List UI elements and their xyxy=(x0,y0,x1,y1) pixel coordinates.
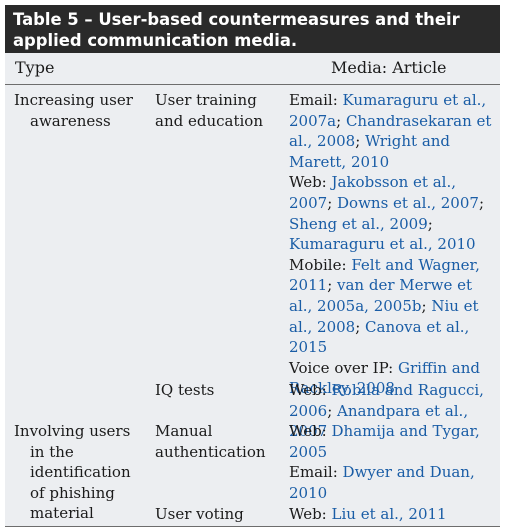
media-entry: Web: Liu et al., 2011 xyxy=(289,505,447,523)
reference-link[interactable]: Dhamija and Tygar, 2005 xyxy=(289,422,480,461)
media-entry: Email: Kumaraguru et al., 2007a; Chandra… xyxy=(289,91,492,171)
type-cell: Involving users in the identification of… xyxy=(14,422,131,523)
header-row: Type Media: Article xyxy=(5,53,500,85)
table-body: Increasing user awareness User training … xyxy=(5,90,500,525)
table-row: IQ tests Web: Robila and Ragucci, 2006; … xyxy=(5,380,500,440)
media-cell: Web: Robila and Ragucci, 2006; Anandpara… xyxy=(289,380,494,442)
reference-link[interactable]: Liu et al., 2011 xyxy=(331,505,447,523)
reference-link[interactable]: Kumaraguru et al., 2010 xyxy=(289,235,476,254)
table-title: Table 5 – User-based countermeasures and… xyxy=(5,5,500,53)
reference-link[interactable]: Dwyer and Duan, 2010 xyxy=(289,463,475,502)
table-5: Table 5 – User-based countermeasures and… xyxy=(5,5,500,527)
media-entry: Mobile: Felt and Wagner, 2011; van der M… xyxy=(289,255,480,357)
reference-link[interactable]: Wright and Marett, 2010 xyxy=(289,132,451,171)
reference-link[interactable]: Jakobsson et al., 2007 xyxy=(289,173,456,212)
countermeasure-cell: User voting xyxy=(155,505,244,523)
header-type: Type xyxy=(15,58,55,77)
countermeasure-cell: Manual authentication xyxy=(155,422,266,461)
reference-link[interactable]: Robila and Ragucci, 2006 xyxy=(289,381,484,420)
media-entry: Voice over IP: Griffin and Rackley, 2008 xyxy=(289,358,481,398)
type-cell: Increasing user awareness xyxy=(14,91,133,130)
media-entry: Web: Dhamija and Tygar, 2005 xyxy=(289,422,480,461)
countermeasure-cell: IQ tests xyxy=(155,381,215,399)
media-cell: Web: Dhamija and Tygar, 2005 Email: Dwye… xyxy=(289,421,494,503)
reference-link[interactable]: Chandrasekaran et al., 2008 xyxy=(289,111,492,151)
reference-link[interactable]: Niu et al., 2008 xyxy=(289,296,479,336)
reference-link[interactable]: Griffin and Rackley, 2008 xyxy=(289,358,481,398)
media-entry: Email: Dwyer and Duan, 2010 xyxy=(289,463,475,502)
media-cell: Email: Kumaraguru et al., 2007a; Chandra… xyxy=(289,90,494,399)
reference-link[interactable]: Anandpara et al., 2007 xyxy=(289,401,469,441)
countermeasure-cell: User training and education xyxy=(155,91,263,130)
reference-link[interactable]: Canova et al., 2015 xyxy=(289,317,470,357)
reference-link[interactable]: van der Merwe et al., 2005a, 2005b xyxy=(289,276,473,315)
reference-link[interactable]: Sheng et al., 2009 xyxy=(289,214,428,233)
media-entry: Web: Robila and Ragucci, 2006; Anandpara… xyxy=(289,381,484,441)
bottom-rule xyxy=(5,526,500,527)
media-cell: Web: Liu et al., 2011 xyxy=(289,504,494,525)
header-media: Media: Article xyxy=(331,58,447,77)
reference-link[interactable]: Downs et al., 2007 xyxy=(337,193,479,212)
media-entry: Web: Jakobsson et al., 2007; Downs et al… xyxy=(289,173,484,254)
reference-link[interactable]: Felt and Wagner, 2011 xyxy=(289,255,480,295)
table-row: User voting Web: Liu et al., 2011 xyxy=(5,504,500,525)
table-row: Involving users in the identification of… xyxy=(5,421,500,522)
reference-link[interactable]: Kumaraguru et al., 2007a xyxy=(289,91,487,130)
table-row: Increasing user awareness User training … xyxy=(5,90,500,397)
